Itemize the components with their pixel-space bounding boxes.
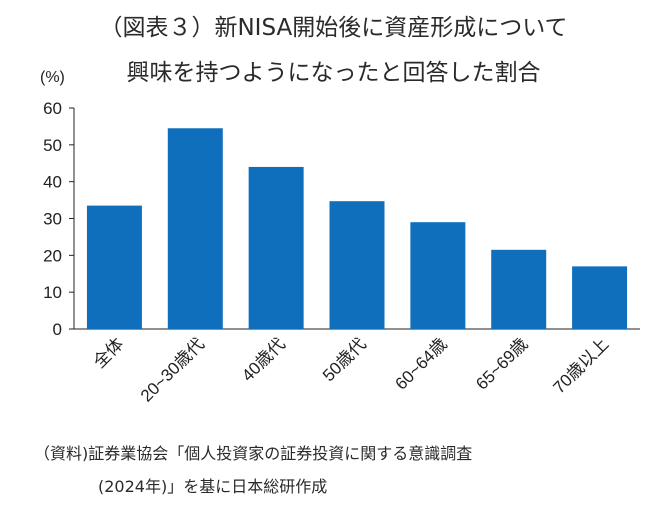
x-category-label: 50歳代 (319, 334, 370, 385)
bar (491, 249, 547, 329)
chart-title-line2: 興味を持つようになったと回答した割合 (126, 60, 541, 86)
source-note-line1: （資料)証券業協会「個人投資家の証券投資に関する意識調査 (34, 444, 473, 463)
y-tick-label: 20 (43, 246, 62, 265)
y-tick-label: 10 (43, 283, 62, 302)
x-category-label: 全体 (90, 334, 127, 371)
x-category-label: 65~69歳 (472, 334, 531, 393)
bar (329, 201, 385, 329)
y-axis-unit-label: (%) (40, 69, 65, 86)
x-category-label: 60~64歳 (391, 334, 450, 393)
bar (86, 205, 142, 329)
y-tick-label: 60 (43, 99, 62, 118)
y-tick-label: 0 (53, 320, 62, 339)
chart-title-line1: （図表３）新NISA開始後に資産形成について (99, 15, 568, 41)
bar (248, 166, 304, 329)
x-category-label: 70歳以上 (550, 334, 613, 397)
x-category-label: 40歳代 (238, 334, 289, 385)
y-tick-label: 50 (43, 136, 62, 155)
bar (410, 222, 466, 329)
y-tick-label: 40 (43, 173, 62, 192)
source-note-line2: (2024年)」を基に日本総研作成 (98, 477, 328, 496)
y-tick-label: 30 (43, 210, 62, 229)
bar (572, 266, 628, 329)
x-category-label: 20~30歳代 (137, 334, 208, 405)
bar (167, 128, 223, 329)
